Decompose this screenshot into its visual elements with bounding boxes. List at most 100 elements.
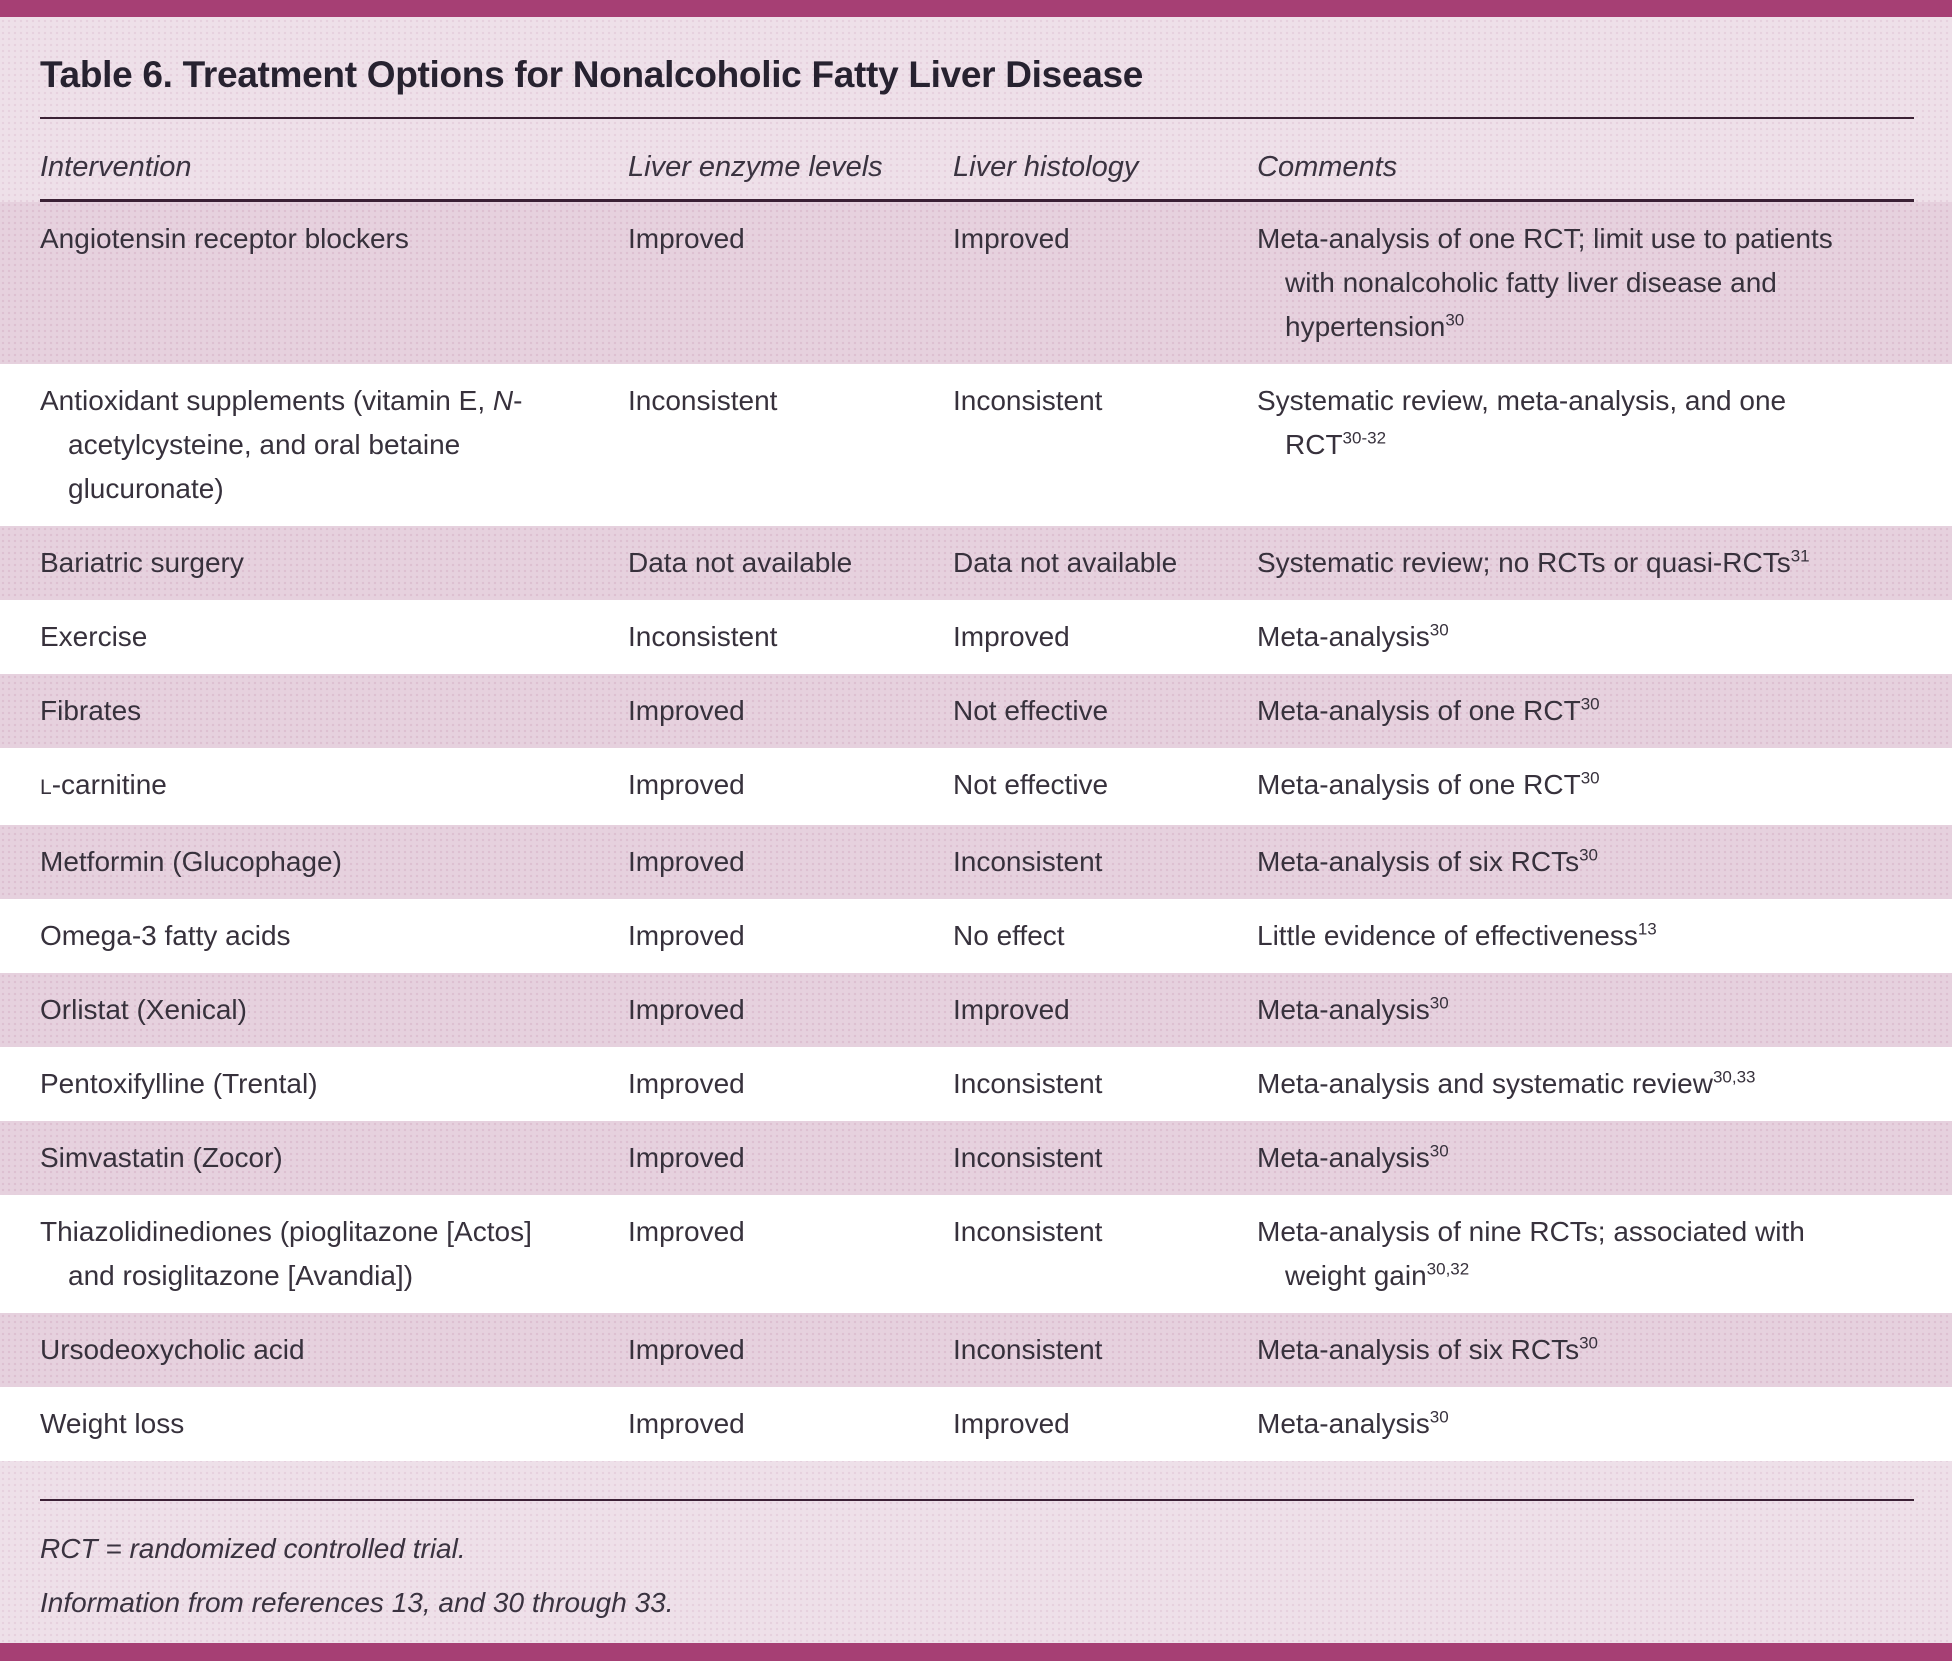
column-header-liver-enzyme-levels: Liver enzyme levels — [628, 151, 883, 183]
table-row: Simvastatin (Zocor) Improved Inconsistent M… — [0, 1121, 1952, 1195]
comments-cell: Meta-analysis30 — [1257, 620, 1449, 652]
column-header-liver-histology: Liver histology — [953, 151, 1139, 183]
liver-enzyme-levels-cell: Improved — [628, 1408, 745, 1439]
table-row: Pentoxifylline (Trental) Improved Inconsis… — [0, 1047, 1952, 1121]
table-row: Omega-3 fatty acids Improved No effect Litt… — [0, 899, 1952, 973]
table-row: Ursodeoxycholic acid Improved Inconsistent… — [0, 1313, 1952, 1387]
intervention-text-segment: Ursodeoxycholic acid — [40, 1334, 305, 1365]
table-title: Table 6. Treatment Options for Nonalcoho… — [40, 54, 1144, 95]
intervention-cell: Metformin (Glucophage) — [40, 840, 628, 884]
intervention-text-segment: Thiazolidinediones (pioglitazone [Actos]… — [40, 1216, 532, 1291]
comments-cell: Systematic review; no RCTs or quasi-RCTs… — [1257, 546, 1810, 578]
liver-histology-cell: Inconsistent — [953, 846, 1103, 877]
intervention-cell: Angiotensin receptor blockers — [40, 217, 628, 349]
comments-cell: Meta-analysis30 — [1257, 1141, 1449, 1173]
title-rule — [40, 117, 1914, 119]
liver-enzyme-levels-cell: Improved — [628, 920, 745, 951]
intervention-cell: Thiazolidinediones (pioglitazone [Actos]… — [40, 1210, 628, 1298]
liver-histology-cell: Inconsistent — [953, 1142, 1103, 1173]
table-footer: RCT = randomized controlled trial. Infor… — [0, 1461, 1952, 1625]
reference-superscript: 30 — [1429, 1141, 1449, 1161]
intervention-cell: Orlistat (Xenical) — [40, 988, 628, 1032]
column-header-intervention: Intervention — [40, 151, 192, 183]
liver-histology-cell: Improved — [953, 1408, 1070, 1439]
liver-histology-cell: Improved — [953, 223, 1070, 254]
intervention-text-segment: Weight loss — [40, 1408, 185, 1439]
table-rows: Angiotensin receptor blockers Improved Imp… — [0, 202, 1952, 1461]
footnote-abbreviation: RCT = randomized controlled trial. — [40, 1533, 466, 1564]
header-rule — [40, 199, 1914, 202]
reference-superscript: 30 — [1445, 310, 1465, 330]
intervention-cell: Weight loss — [40, 1402, 628, 1446]
intervention-cell: L-carnitine — [40, 763, 628, 810]
reference-superscript: 30 — [1580, 694, 1600, 714]
reference-superscript: 30,32 — [1426, 1259, 1470, 1279]
liver-enzyme-levels-cell: Improved — [628, 846, 745, 877]
bottom-accent-bar — [0, 1643, 1952, 1661]
table-header-row: Intervention Liver enzyme levels Liver h… — [0, 119, 1952, 185]
intervention-text-segment: Bariatric surgery — [40, 547, 244, 578]
liver-enzyme-levels-cell: Inconsistent — [628, 385, 778, 416]
table-row: Fibrates Improved Not effective Meta-analys… — [0, 674, 1952, 748]
liver-enzyme-levels-cell: Improved — [628, 994, 745, 1025]
intervention-text-segment: Simvastatin (Zocor) — [40, 1142, 283, 1173]
liver-histology-cell: Data not available — [953, 547, 1178, 578]
liver-histology-cell: Not effective — [953, 769, 1109, 800]
intervention-text-segment: Angiotensin receptor blockers — [40, 223, 409, 254]
intervention-cell: Bariatric surgery — [40, 541, 628, 585]
intervention-cell: Pentoxifylline (Trental) — [40, 1062, 628, 1106]
column-header-comments: Comments — [1257, 151, 1398, 183]
liver-histology-cell: Inconsistent — [953, 385, 1103, 416]
intervention-cell: Exercise — [40, 615, 628, 659]
liver-histology-cell: Inconsistent — [953, 1216, 1103, 1247]
reference-superscript: 31 — [1790, 546, 1810, 566]
comments-cell: Meta-analysis30 — [1257, 993, 1449, 1025]
intervention-text-segment: Antioxidant supplements (vitamin E, — [40, 385, 493, 416]
liver-enzyme-levels-cell: Data not available — [628, 547, 853, 578]
liver-enzyme-levels-cell: Improved — [628, 1334, 745, 1365]
intervention-cell: Omega-3 fatty acids — [40, 914, 628, 958]
liver-enzyme-levels-cell: Improved — [628, 1068, 745, 1099]
comments-cell: Meta-analysis and systematic review30,33 — [1257, 1067, 1756, 1099]
intervention-text-segment: -carnitine — [51, 769, 167, 800]
table-row: L-carnitine Improved Not effective Meta-ana… — [0, 748, 1952, 825]
comments-cell: Little evidence of effectiveness13 — [1257, 919, 1657, 951]
comments-cell: Meta-analysis of one RCT30 — [1257, 768, 1600, 800]
reference-superscript: 30-32 — [1342, 428, 1387, 448]
reference-superscript: 30 — [1580, 768, 1600, 788]
intervention-cell: Ursodeoxycholic acid — [40, 1328, 628, 1372]
intervention-cell: Simvastatin (Zocor) — [40, 1136, 628, 1180]
reference-superscript: 30 — [1429, 993, 1449, 1013]
table-row: Orlistat (Xenical) Improved Improved Meta-a… — [0, 973, 1952, 1047]
table-row: Angiotensin receptor blockers Improved Imp… — [0, 202, 1952, 364]
table-row: Metformin (Glucophage) Improved Inconsiste… — [0, 825, 1952, 899]
footnote-references: Information from references 13, and 30 t… — [40, 1587, 674, 1618]
liver-histology-cell: No effect — [953, 920, 1065, 951]
liver-histology-cell: Inconsistent — [953, 1334, 1103, 1365]
intervention-text-segment: Pentoxifylline (Trental) — [40, 1068, 318, 1099]
intervention-text-segment: Fibrates — [40, 695, 142, 726]
table-row: Antioxidant supplements (vitamin E, N-ac… — [0, 364, 1952, 526]
reference-superscript: 30 — [1579, 845, 1599, 865]
intervention-text-segment: Exercise — [40, 621, 148, 652]
intervention-text-segment: Metformin (Glucophage) — [40, 846, 342, 877]
liver-histology-cell: Inconsistent — [953, 1068, 1103, 1099]
table-row: Bariatric surgery Data not available Data … — [0, 526, 1952, 600]
intervention-text-segment: Omega-3 fatty acids — [40, 920, 291, 951]
table-row: Exercise Inconsistent Improved Meta-analysi… — [0, 600, 1952, 674]
intervention-text-segment: Orlistat (Xenical) — [40, 994, 247, 1025]
liver-enzyme-levels-cell: Improved — [628, 223, 745, 254]
comments-cell: Systematic review, meta-analysis, and on… — [1257, 385, 1787, 460]
comments-cell: Meta-analysis30 — [1257, 1407, 1449, 1439]
intervention-cell: Antioxidant supplements (vitamin E, N-ac… — [40, 379, 628, 511]
liver-histology-cell: Not effective — [953, 695, 1109, 726]
liver-enzyme-levels-cell: Improved — [628, 695, 745, 726]
reference-superscript: 13 — [1637, 919, 1657, 939]
liver-histology-cell: Improved — [953, 994, 1070, 1025]
reference-superscript: 30 — [1579, 1333, 1599, 1353]
table-row: Thiazolidinediones (pioglitazone [Actos]… — [0, 1195, 1952, 1313]
liver-enzyme-levels-cell: Inconsistent — [628, 621, 778, 652]
liver-enzyme-levels-cell: Improved — [628, 1142, 745, 1173]
reference-superscript: 30 — [1429, 620, 1449, 640]
